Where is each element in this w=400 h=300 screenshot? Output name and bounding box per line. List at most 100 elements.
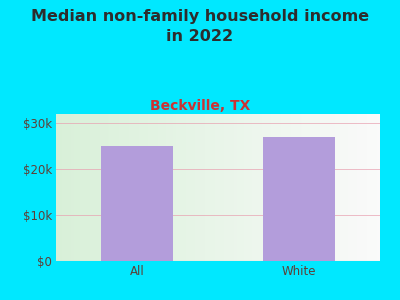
Bar bbox=[232, 114, 234, 261]
Bar bbox=[85, 114, 87, 261]
Bar bbox=[364, 114, 366, 261]
Bar bbox=[357, 114, 359, 261]
Bar bbox=[296, 114, 297, 261]
Bar bbox=[278, 114, 280, 261]
Bar bbox=[257, 114, 258, 261]
Bar bbox=[98, 114, 100, 261]
Bar bbox=[200, 114, 202, 261]
Bar bbox=[314, 114, 315, 261]
Bar bbox=[231, 114, 232, 261]
Bar bbox=[137, 114, 139, 261]
Bar bbox=[351, 114, 352, 261]
Bar bbox=[142, 114, 144, 261]
Bar bbox=[276, 114, 278, 261]
Bar bbox=[254, 114, 255, 261]
Bar bbox=[304, 114, 306, 261]
Bar bbox=[116, 114, 118, 261]
Bar bbox=[61, 114, 62, 261]
Bar bbox=[267, 114, 268, 261]
Bar bbox=[341, 114, 343, 261]
Bar bbox=[320, 114, 322, 261]
Bar bbox=[265, 114, 267, 261]
Bar bbox=[273, 114, 275, 261]
Bar bbox=[145, 114, 147, 261]
Bar bbox=[215, 114, 216, 261]
Bar bbox=[275, 114, 276, 261]
Bar bbox=[173, 114, 174, 261]
Bar bbox=[144, 114, 145, 261]
Bar bbox=[108, 114, 110, 261]
Bar bbox=[95, 114, 96, 261]
Bar bbox=[366, 114, 367, 261]
Bar bbox=[377, 114, 378, 261]
Bar bbox=[156, 114, 158, 261]
Bar bbox=[148, 114, 150, 261]
Bar bbox=[186, 114, 187, 261]
Bar bbox=[281, 114, 283, 261]
Bar bbox=[187, 114, 189, 261]
Bar bbox=[202, 114, 204, 261]
Bar bbox=[166, 114, 168, 261]
Bar bbox=[158, 114, 160, 261]
Bar bbox=[286, 114, 288, 261]
Bar bbox=[335, 114, 336, 261]
Bar bbox=[356, 114, 357, 261]
Bar bbox=[312, 114, 314, 261]
Bar bbox=[249, 114, 250, 261]
Bar bbox=[260, 114, 262, 261]
Bar bbox=[292, 114, 294, 261]
Bar bbox=[127, 114, 129, 261]
Bar bbox=[220, 114, 221, 261]
Bar bbox=[258, 114, 260, 261]
Bar bbox=[171, 114, 173, 261]
Bar bbox=[103, 114, 105, 261]
Bar bbox=[263, 114, 265, 261]
Bar bbox=[100, 114, 101, 261]
Bar bbox=[182, 114, 184, 261]
Bar bbox=[140, 114, 142, 261]
Bar bbox=[190, 114, 192, 261]
Bar bbox=[297, 114, 299, 261]
Bar bbox=[114, 114, 116, 261]
Bar bbox=[268, 114, 270, 261]
Bar bbox=[155, 114, 156, 261]
Bar bbox=[213, 114, 215, 261]
Bar bbox=[204, 114, 205, 261]
Bar bbox=[62, 114, 64, 261]
Bar bbox=[119, 114, 121, 261]
Bar bbox=[132, 114, 134, 261]
Bar bbox=[370, 114, 372, 261]
Bar bbox=[302, 114, 304, 261]
Bar bbox=[294, 114, 296, 261]
Bar bbox=[331, 114, 333, 261]
Bar bbox=[106, 114, 108, 261]
Bar bbox=[113, 114, 114, 261]
Bar bbox=[330, 114, 331, 261]
Bar bbox=[174, 114, 176, 261]
Bar bbox=[367, 114, 369, 261]
Bar bbox=[241, 114, 242, 261]
Bar bbox=[226, 114, 228, 261]
Bar bbox=[375, 114, 377, 261]
Bar bbox=[289, 114, 291, 261]
Bar bbox=[326, 114, 328, 261]
Bar bbox=[238, 114, 239, 261]
Bar bbox=[135, 114, 137, 261]
Bar bbox=[184, 114, 186, 261]
Bar bbox=[280, 114, 281, 261]
Bar bbox=[244, 114, 246, 261]
Bar bbox=[163, 114, 164, 261]
Bar bbox=[283, 114, 284, 261]
Bar bbox=[130, 114, 132, 261]
Bar bbox=[325, 114, 326, 261]
Bar bbox=[150, 114, 152, 261]
Bar bbox=[164, 114, 166, 261]
Bar bbox=[181, 114, 182, 261]
Bar bbox=[349, 114, 351, 261]
Bar bbox=[169, 114, 171, 261]
Bar bbox=[105, 114, 106, 261]
Bar bbox=[223, 114, 224, 261]
Bar bbox=[168, 114, 170, 261]
Bar bbox=[93, 114, 95, 261]
Bar bbox=[216, 114, 218, 261]
